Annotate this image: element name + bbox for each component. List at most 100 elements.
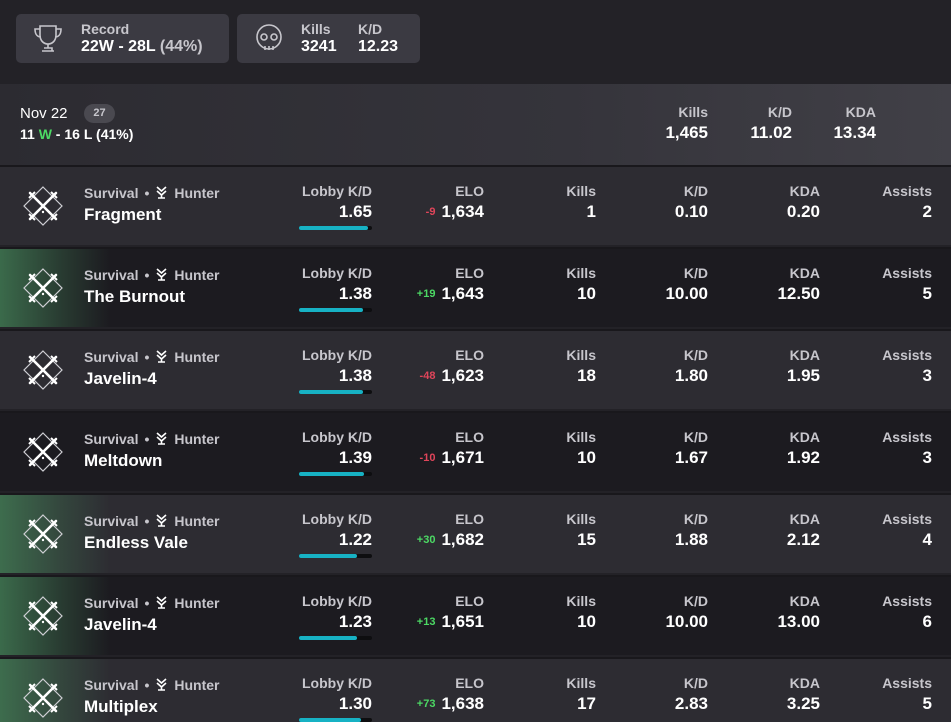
crossed-swords-icon [23, 432, 63, 472]
kda: KDA 0.20 [787, 183, 820, 222]
day-dash: - [51, 126, 65, 142]
mode-label: Survival [84, 185, 139, 201]
lobby-kd-bar-fill [299, 226, 369, 230]
kd-label: K/D [683, 183, 708, 199]
map-name: Javelin-4 [84, 369, 157, 388]
day-kd-label: K/D [767, 104, 792, 120]
kda-value: 13.00 [777, 612, 820, 631]
lobby-kd: Lobby K/D 1.22 [302, 511, 372, 550]
kills: Kills 10 [566, 429, 596, 468]
hunter-role-icon [156, 432, 167, 445]
elo-delta: +19 [416, 288, 436, 300]
elo-label: ELO [455, 511, 484, 527]
kills-value: 10 [577, 284, 596, 303]
record-card: Record 22W - 28L (44%) [16, 14, 229, 63]
separator-dot: • [144, 267, 150, 283]
lobby-kd-value: 1.30 [338, 694, 372, 713]
kd-value: 1.88 [674, 530, 708, 549]
match-row[interactable]: Survival • Hunter Javelin-4 Lobby K/D 1.38… [0, 329, 951, 409]
match-row[interactable]: Survival • Hunter Multiplex Lobby K/D 1.30… [0, 657, 951, 722]
match-row[interactable]: Survival • Hunter Fragment Lobby K/D 1.65 … [0, 165, 951, 245]
match-row[interactable]: Survival • Hunter Endless Vale Lobby K/D 1… [0, 493, 951, 573]
day-kills-value: 1,465 [665, 123, 708, 142]
match-row[interactable]: Survival • Hunter Meltdown Lobby K/D 1.39 … [0, 411, 951, 491]
assists-label: Assists [882, 675, 932, 691]
lobby-kd: Lobby K/D 1.39 [302, 429, 372, 468]
kills-value: 18 [577, 366, 596, 385]
elo: ELO -10 1,671 [420, 429, 484, 468]
day-l-letter: L [83, 126, 93, 142]
kda: KDA 2.12 [787, 511, 820, 550]
kda-label: KDA [789, 593, 820, 609]
day-header[interactable]: Nov 22 27 11 W - 16 L (41%) Kills 1,465 … [0, 84, 951, 165]
day-kills: Kills 1,465 [665, 104, 708, 143]
match-row[interactable]: Survival • Hunter The Burnout Lobby K/D 1.… [0, 247, 951, 327]
elo-delta: +73 [416, 698, 436, 710]
map-name: Fragment [84, 205, 162, 224]
kd: K/D 1.88 [675, 511, 708, 550]
day-kd-value: 11.02 [750, 123, 792, 142]
elo-label: ELO [455, 265, 484, 281]
summary-bar: Record 22W - 28L (44%) Kills 3241 K/D 12… [0, 0, 951, 84]
kills: Kills 18 [566, 347, 596, 386]
kd-label: K/D [683, 593, 708, 609]
kills-value: 3241 [301, 38, 337, 55]
assists: Assists 6 [882, 593, 932, 632]
kd-label: K/D [683, 429, 708, 445]
elo-value: +73 1,638 [417, 694, 484, 714]
kda: KDA 3.25 [787, 675, 820, 714]
mode-label: Survival [84, 267, 139, 283]
assists-value: 2 [922, 202, 932, 221]
elo-label: ELO [455, 347, 484, 363]
kills-label: Kills [301, 21, 331, 37]
lobby-kd-bar [299, 390, 372, 394]
match-mode: Survival • Hunter [84, 595, 220, 611]
trophy-icon [34, 25, 62, 52]
match-row[interactable]: Survival • Hunter Javelin-4 Lobby K/D 1.23… [0, 575, 951, 655]
lobby-kd-value: 1.39 [338, 448, 372, 467]
role-label: Hunter [174, 677, 220, 693]
kills: Kills 15 [566, 511, 596, 550]
role-label: Hunter [174, 349, 220, 365]
assists-label: Assists [882, 593, 932, 609]
kills: Kills 10 [566, 265, 596, 304]
kd: K/D 2.83 [675, 675, 708, 714]
kd-value: 0.10 [674, 202, 708, 221]
elo-value: +19 1,643 [417, 284, 484, 304]
day-kda-value: 13.34 [833, 123, 876, 142]
kills-value: 10 [577, 612, 596, 631]
elo-number: 1,638 [441, 694, 484, 713]
kd-label: K/D [683, 511, 708, 527]
assists-value: 6 [922, 612, 932, 631]
elo-number: 1,623 [441, 366, 484, 385]
hunter-role-icon [156, 678, 167, 691]
mode-label: Survival [84, 513, 139, 529]
kills-label: Kills [566, 511, 596, 527]
kills-label: Kills [566, 347, 596, 363]
map-name: Javelin-4 [84, 615, 157, 634]
lobby-kd-bar-fill [299, 308, 364, 312]
kills-label: Kills [566, 675, 596, 691]
kd: K/D 0.10 [675, 183, 708, 222]
lobby-kd-bar-fill [299, 554, 358, 558]
kda-label: KDA [789, 265, 820, 281]
kd-value: 1.67 [674, 448, 708, 467]
kd: K/D 10.00 [665, 265, 708, 304]
kills-value: 17 [577, 694, 596, 713]
lobby-kd-bar [299, 718, 372, 722]
assists: Assists 5 [882, 265, 932, 304]
day-kda: KDA 13.34 [833, 104, 876, 143]
lobby-kd: Lobby K/D 1.38 [302, 265, 372, 304]
elo: ELO +73 1,638 [417, 675, 484, 714]
lobby-kd-bar [299, 472, 372, 476]
elo-label: ELO [455, 675, 484, 691]
kda-label: KDA [789, 511, 820, 527]
kd-label: K/D [683, 265, 708, 281]
day-pct: (41%) [96, 126, 134, 142]
kda: KDA 1.95 [787, 347, 820, 386]
match-mode: Survival • Hunter [84, 185, 220, 201]
elo-delta: +30 [416, 534, 436, 546]
kills-label: Kills [566, 429, 596, 445]
mode-label: Survival [84, 595, 139, 611]
assists: Assists 3 [882, 429, 932, 468]
